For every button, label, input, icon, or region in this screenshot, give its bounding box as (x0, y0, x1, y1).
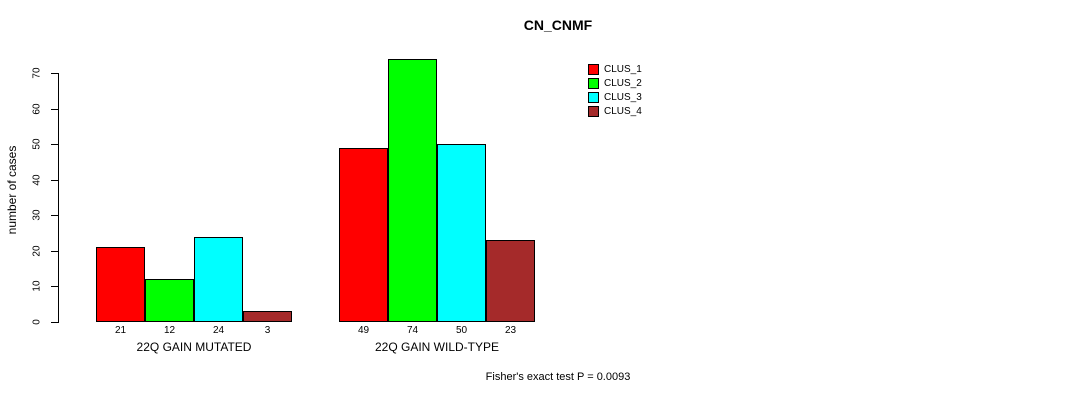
legend-swatch-clus_1 (588, 64, 599, 75)
bar-value-label: 74 (406, 325, 419, 336)
y-axis-tick-label: 20 (31, 245, 43, 257)
y-axis-tick-label: 70 (31, 67, 43, 79)
bar-value-label: 21 (114, 325, 127, 336)
legend-item: CLUS_1 (588, 64, 642, 75)
x-group-label: 22Q GAIN WILD-TYPE (374, 340, 500, 354)
legend-swatch-clus_3 (588, 92, 599, 103)
legend-item: CLUS_2 (588, 78, 642, 89)
y-axis-line (58, 73, 59, 323)
y-axis-label: number of cases (5, 145, 19, 235)
bar-clus_3-group2 (437, 144, 486, 322)
legend-item: CLUS_4 (588, 106, 642, 117)
y-axis-tick (51, 180, 58, 181)
y-axis-tick (51, 251, 58, 252)
y-axis-tick (51, 215, 58, 216)
bar-clus_2-group1 (145, 279, 194, 322)
bar-value-label: 50 (455, 325, 468, 336)
y-axis-tick-label: 60 (31, 103, 43, 115)
legend-swatch-clus_2 (588, 78, 599, 89)
y-axis-tick (51, 73, 58, 74)
bar-value-label: 49 (357, 325, 370, 336)
bar-value-label: 12 (163, 325, 176, 336)
bar-clus_2-group2 (388, 59, 437, 322)
bar-value-label: 3 (264, 325, 271, 336)
bar-clus_4-group1 (243, 311, 292, 322)
legend-label: CLUS_1 (604, 64, 642, 75)
y-axis-tick-label: 0 (31, 319, 43, 325)
y-axis-tick-label: 10 (31, 280, 43, 292)
legend-swatch-clus_4 (588, 106, 599, 117)
y-axis-tick-label: 40 (31, 174, 43, 186)
bar-clus_1-group2 (339, 148, 388, 322)
y-axis-tick-label: 30 (31, 209, 43, 221)
legend-label: CLUS_4 (604, 106, 642, 117)
bar-clus_1-group1 (96, 247, 145, 322)
y-axis-tick-label: 50 (31, 138, 43, 150)
y-axis-tick (51, 286, 58, 287)
y-axis-tick (51, 144, 58, 145)
bar-value-label: 24 (212, 325, 225, 336)
legend-label: CLUS_2 (604, 78, 642, 89)
bar-clus_3-group1 (194, 237, 243, 322)
bar-value-label: 23 (504, 325, 517, 336)
bar-clus_4-group2 (486, 240, 535, 322)
legend-item: CLUS_3 (588, 92, 642, 103)
legend: CLUS_1 CLUS_2 CLUS_3 CLUS_4 (588, 64, 642, 120)
y-axis-tick (51, 109, 58, 110)
legend-label: CLUS_3 (604, 92, 642, 103)
chart-title: CN_CNMF (523, 17, 593, 33)
x-group-label: 22Q GAIN MUTATED (136, 340, 252, 354)
fisher-test-annotation: Fisher's exact test P = 0.0093 (485, 371, 631, 383)
y-axis-tick (51, 322, 58, 323)
